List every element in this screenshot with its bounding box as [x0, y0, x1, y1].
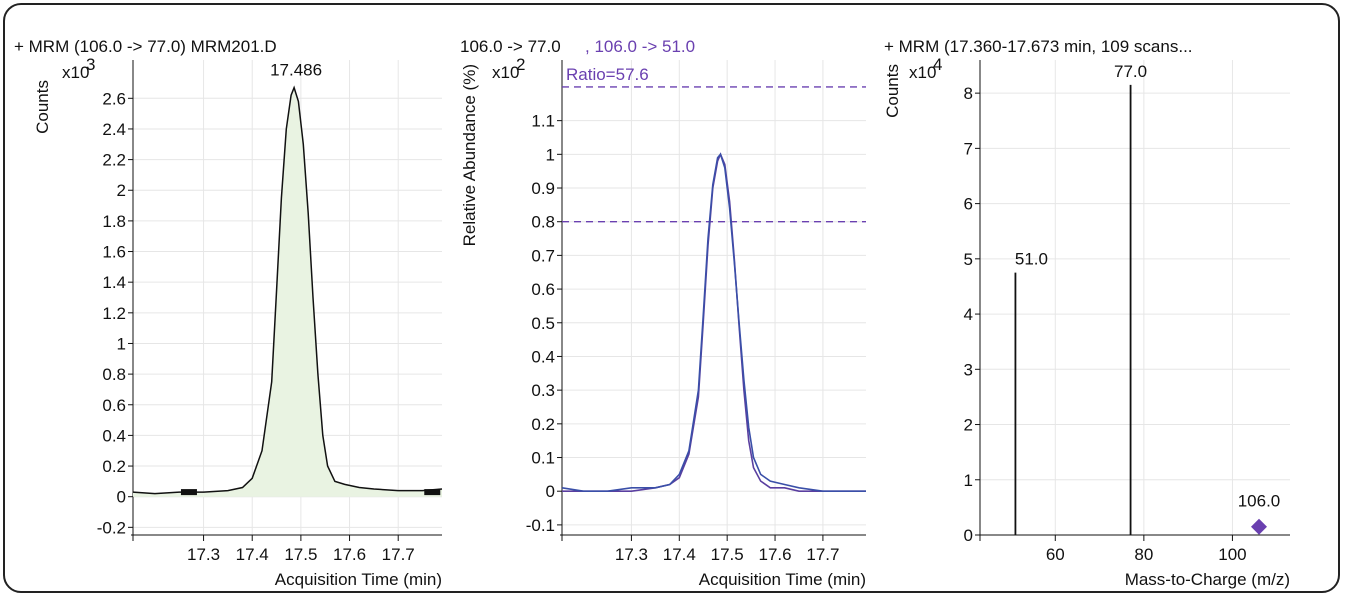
x-tick-label: 60 [1046, 545, 1065, 564]
y-tick-label: 4 [964, 305, 973, 324]
y-tick-label: 0.1 [531, 449, 555, 468]
panel-qualifier-overlay: 106.0 -> 77.0 , 106.0 -> 51.0 Relative A… [460, 37, 866, 589]
y-tick-label: 3 [964, 360, 973, 379]
y-tick-label: 1 [546, 145, 555, 164]
y-tick-label: 1 [964, 471, 973, 490]
y-tick-label: 1.8 [102, 212, 126, 231]
panel2-ratio-limits [562, 86, 866, 223]
panel3-ymultiplier: x10 [909, 63, 936, 82]
panel1-title: + MRM (106.0 -> 77.0) MRM201.D [14, 37, 277, 56]
x-tick-label: 17.7 [806, 545, 839, 564]
panel3-title: + MRM (17.360-17.673 min, 109 scans... [884, 37, 1193, 56]
y-tick-label: 1.1 [531, 112, 555, 131]
y-tick-label: 0.4 [102, 426, 126, 445]
y-tick-label: 2.6 [102, 89, 126, 108]
panel2-xlabel: Acquisition Time (min) [699, 570, 866, 589]
y-tick-label: 1.6 [102, 243, 126, 262]
x-tick-label: 17.3 [187, 545, 220, 564]
chromatogram-trace [132, 85, 443, 495]
y-tick-label: 0.3 [531, 381, 555, 400]
panel2-ymultiplier: x10 [492, 63, 519, 82]
x-tick-label: 17.4 [663, 545, 696, 564]
y-tick-label: 8 [964, 84, 973, 103]
overlay-trace-2 [561, 152, 866, 492]
y-tick-label: 0.9 [531, 179, 555, 198]
panel1-ylabel: Counts [33, 80, 52, 134]
integration-marker [424, 489, 441, 496]
panel3-ylabel: Counts [883, 64, 902, 118]
panel2-ratio-annotation: Ratio=57.6 [566, 65, 649, 84]
x-tick-label: 17.5 [284, 545, 317, 564]
x-tick-label: 100 [1218, 545, 1246, 564]
y-tick-label: 6 [964, 195, 973, 214]
x-tick-label: 17.3 [615, 545, 648, 564]
y-tick-label: 7 [964, 139, 973, 158]
panel-spectrum: + MRM (17.360-17.673 min, 109 scans... C… [883, 37, 1290, 589]
panel2-xticks: 17.3 17.4 17.5 17.6 17.7 [615, 535, 839, 564]
panel2-title-b: , 106.0 -> 51.0 [585, 37, 695, 56]
y-tick-label: 1 [117, 334, 126, 353]
panel1-plot [132, 85, 443, 497]
panel3-yexponent: 4 [933, 55, 942, 74]
y-tick-label: 5 [964, 250, 973, 269]
panel1-yticks: 2.6 2.4 2.2 2 1.8 1.6 1.4 1.2 1 0.8 0.6 0.4 0.2 0 -0.2 [97, 89, 133, 537]
panel2-ylabel: Relative Abundance (%) [460, 64, 479, 246]
y-tick-label: -0.1 [526, 516, 555, 535]
panel3-xticks: 60 80 100 [1046, 535, 1247, 564]
y-tick-label: 0.8 [531, 213, 555, 232]
panel2-title-a: 106.0 -> 77.0 [460, 37, 561, 56]
y-tick-label: 0.5 [531, 314, 555, 333]
precursor-diamond-marker [1251, 518, 1267, 535]
panel1-xlabel: Acquisition Time (min) [275, 570, 442, 589]
y-tick-label: -0.2 [97, 518, 126, 537]
y-tick-label: 0 [546, 482, 555, 501]
y-tick-label: 0 [964, 526, 973, 545]
y-tick-label: 0.2 [102, 457, 126, 476]
y-tick-label: 0 [117, 488, 126, 507]
integration-marker [180, 489, 197, 496]
spectrum-peak-label: 77.0 [1114, 62, 1147, 81]
y-tick-label: 2.2 [102, 151, 126, 170]
panel1-peak-label: 17.486 [270, 61, 322, 80]
x-tick-label: 17.4 [236, 545, 269, 564]
panel2-gridlines [560, 60, 866, 541]
panel1-ymultiplier: x10 [62, 63, 89, 82]
panel2-yticks: 1.1 1 0.9 0.8 0.7 0.6 0.5 0.4 0.3 0.2 0.1 0 -0.1 [526, 112, 562, 535]
panel-chromatogram: + MRM (106.0 -> 77.0) MRM201.D Counts x1… [14, 37, 443, 589]
panel1-xticks: 17.3 17.4 17.5 17.6 17.7 [187, 535, 415, 564]
y-tick-label: 1.2 [102, 304, 126, 323]
y-tick-label: 0.7 [531, 246, 555, 265]
peak-area-fill [133, 87, 442, 497]
y-tick-label: 0.2 [531, 415, 555, 434]
y-tick-label: 0.6 [531, 280, 555, 299]
precursor-label: 106.0 [1238, 492, 1281, 511]
panel2-plot [561, 152, 866, 492]
x-tick-label: 17.5 [711, 545, 744, 564]
y-tick-label: 0.6 [102, 396, 126, 415]
x-tick-label: 17.6 [333, 545, 366, 564]
y-tick-label: 0.4 [531, 347, 555, 366]
x-tick-label: 17.6 [758, 545, 791, 564]
x-tick-label: 80 [1134, 545, 1153, 564]
x-tick-label: 17.7 [382, 545, 415, 564]
panel3-xlabel: Mass-to-Charge (m/z) [1125, 570, 1290, 589]
y-tick-label: 2 [964, 416, 973, 435]
y-tick-label: 1.4 [102, 273, 126, 292]
panel2-yexponent: 2 [516, 55, 525, 74]
panel3-gridlines [978, 60, 1290, 541]
y-tick-label: 2.4 [102, 120, 126, 139]
panel3-plot: 51.0 77.0 106.0 [1014, 62, 1281, 535]
y-tick-label: 0.8 [102, 365, 126, 384]
spectrum-peak-label: 51.0 [1015, 250, 1048, 269]
y-tick-label: 2 [117, 181, 126, 200]
panel3-yticks: 8 7 6 5 4 3 2 1 0 [964, 84, 980, 545]
panel1-yexponent: 3 [86, 55, 95, 74]
